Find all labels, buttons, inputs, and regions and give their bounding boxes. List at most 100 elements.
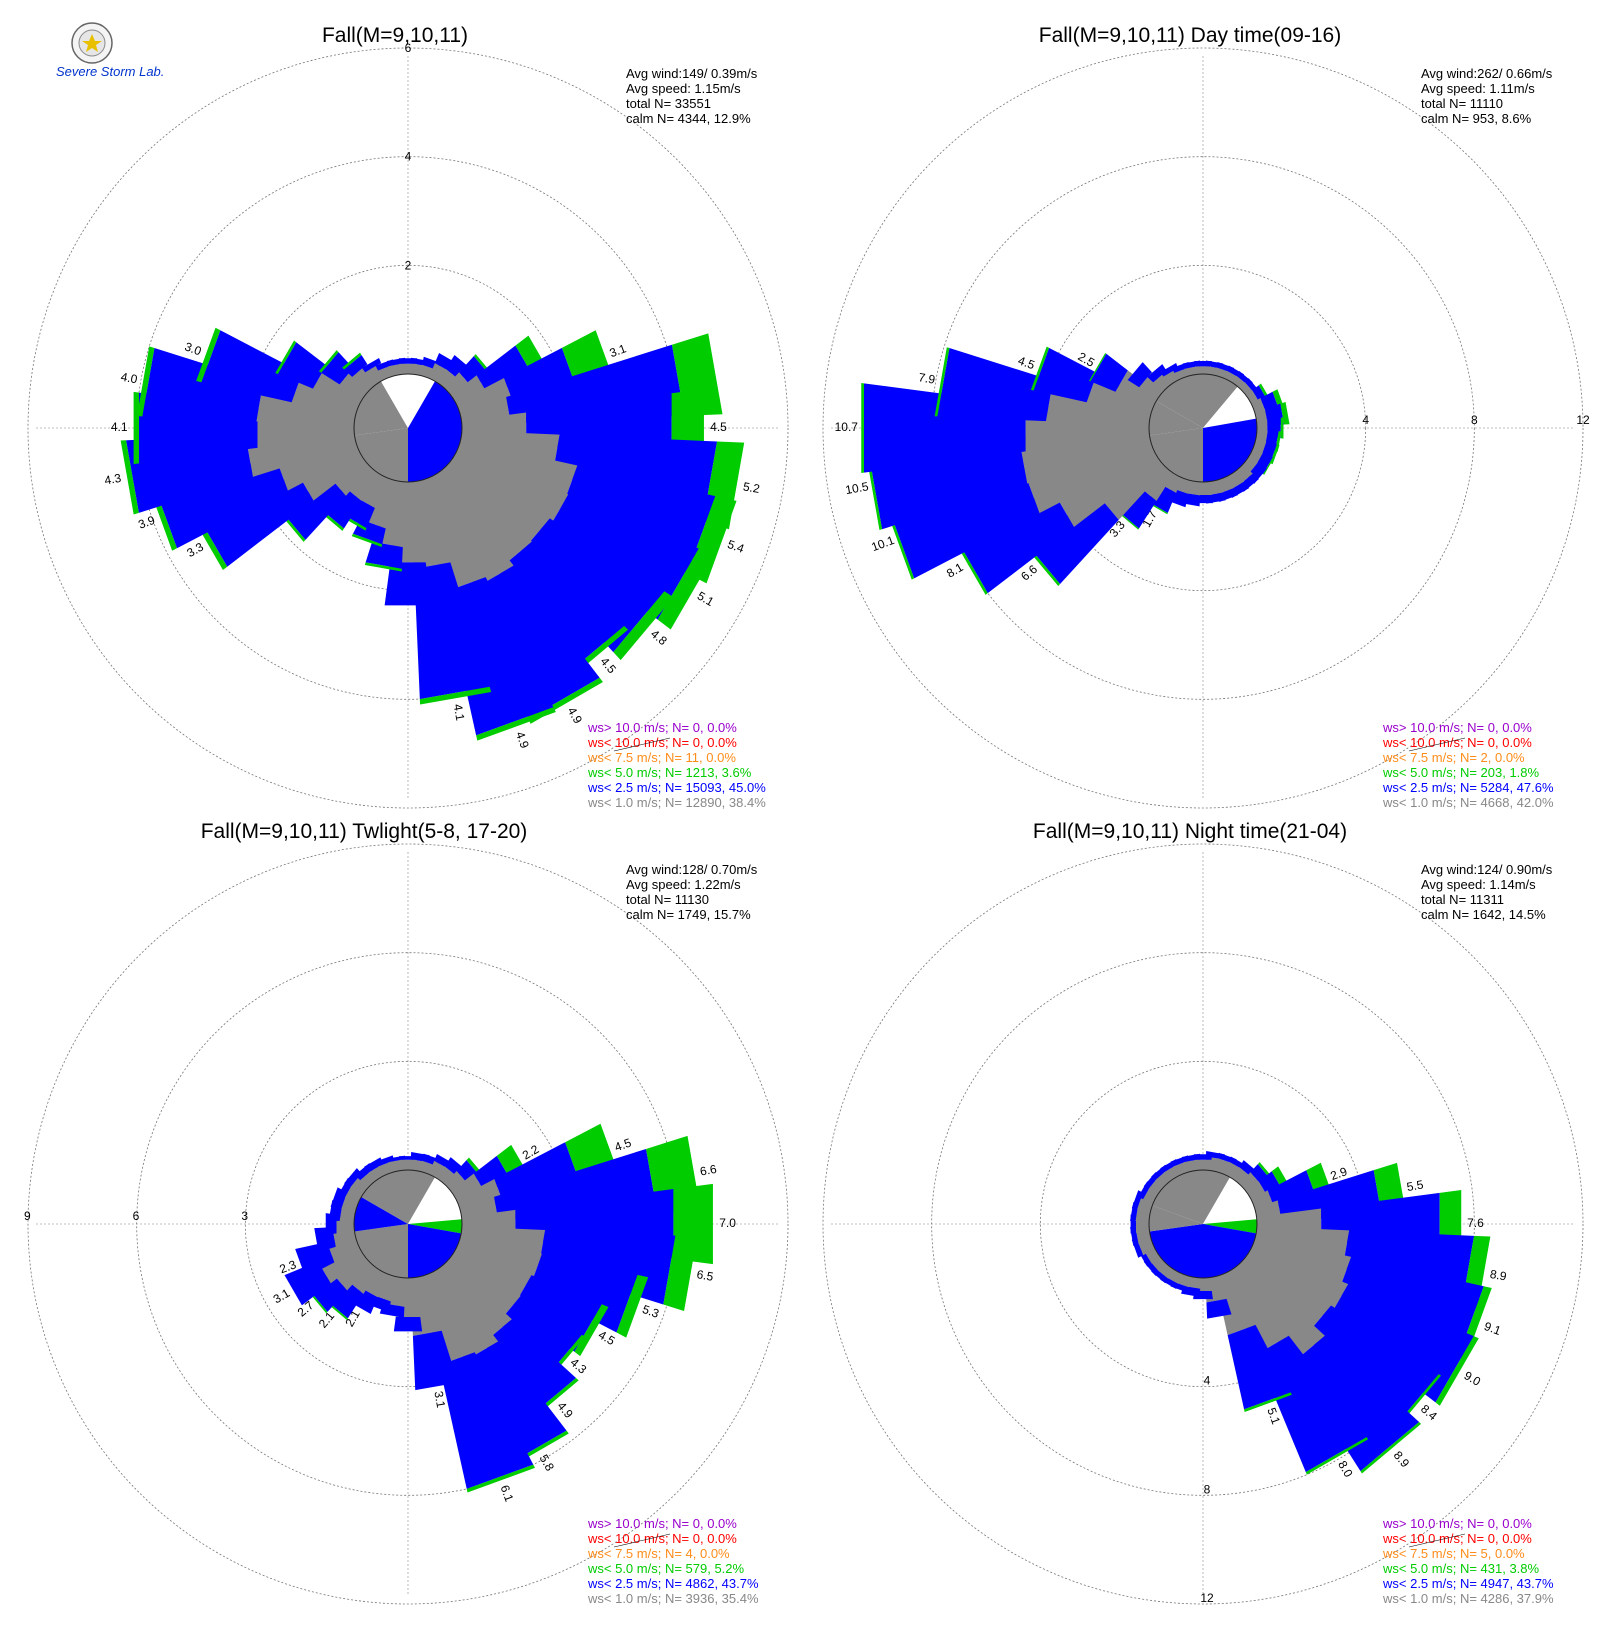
ring-label: 4 xyxy=(405,150,412,164)
bar-segment xyxy=(1263,456,1275,475)
calm-slice xyxy=(1203,418,1257,482)
bar-segment xyxy=(444,1253,521,1323)
calm-circle xyxy=(1148,1169,1258,1279)
bar-segment xyxy=(331,1253,372,1291)
stat-line: Avg wind:128/ 0.70m/s xyxy=(626,862,758,877)
legend-entry: ws< 5.0 m/s; N= 579, 5.2% xyxy=(587,1561,745,1576)
bar-label: 8.4 xyxy=(1418,1402,1440,1424)
bar-segment xyxy=(464,1341,567,1465)
panel-title: Fall(M=9,10,11) Night time(21-04) xyxy=(1033,820,1347,843)
legend-entry: ws> 10.0 m/s; N= 0, 0.0% xyxy=(587,1516,737,1531)
bar-label: 3.1 xyxy=(431,1390,448,1409)
bar-label: 5.5 xyxy=(1406,1177,1425,1194)
calm-slice xyxy=(354,381,408,436)
bar-segment xyxy=(317,1244,366,1284)
wind-rose-panel-1: 2463.14.55.25.45.14.84.54.94.94.13.33.94… xyxy=(27,24,789,810)
range-ring xyxy=(822,47,1584,809)
bar-label: 8.1 xyxy=(944,560,966,581)
bar-segment xyxy=(444,577,554,736)
bar-segment xyxy=(384,562,432,606)
bar-segment xyxy=(142,348,264,422)
bar-segment xyxy=(133,391,139,465)
bar-segment xyxy=(616,1274,649,1338)
bar-segment xyxy=(498,1295,582,1376)
bar-segment xyxy=(414,562,490,700)
legend-entry: ws< 5.0 m/s; N= 431, 3.8% xyxy=(1382,1561,1540,1576)
legend-entry: ws< 2.5 m/s; N= 4862, 43.7% xyxy=(587,1576,759,1591)
bar-segment xyxy=(344,354,368,377)
bar-segment xyxy=(344,464,379,502)
bar-segment xyxy=(352,364,379,392)
bar-segment xyxy=(514,1275,602,1352)
bar-segment xyxy=(437,368,460,392)
stat-line: Avg speed: 1.11m/s xyxy=(1421,81,1535,96)
bar-segment xyxy=(1327,1284,1474,1403)
bar-segment xyxy=(1206,1298,1232,1319)
ring-label: 6 xyxy=(405,41,412,55)
bar-segment xyxy=(613,591,674,661)
bar-segment xyxy=(545,494,699,620)
bar-segment xyxy=(275,340,297,375)
bar-label: 5.4 xyxy=(726,537,747,556)
bar-segment xyxy=(1280,401,1290,425)
bar-segment xyxy=(498,541,625,676)
bar-segment xyxy=(483,1319,577,1417)
bar-segment xyxy=(450,1173,485,1204)
bar-segment xyxy=(1127,362,1152,388)
bar-label: 3.0 xyxy=(183,339,204,358)
bar-segment xyxy=(321,352,354,385)
bar-segment xyxy=(1097,457,1167,520)
bar-segment xyxy=(476,707,556,741)
bar-label: 3.1 xyxy=(608,341,629,360)
calm-slice xyxy=(408,381,463,482)
bar-segment xyxy=(399,1156,417,1160)
bar-label: 2.3 xyxy=(278,1257,299,1276)
ring-label: 6 xyxy=(133,1209,140,1223)
ring-label: 2 xyxy=(405,258,412,272)
bar-segment xyxy=(136,346,155,417)
bar-label: 7.0 xyxy=(719,1216,736,1230)
bar-segment xyxy=(201,330,303,403)
bar-segment xyxy=(1360,1421,1422,1474)
bar-segment xyxy=(1223,1266,1289,1355)
stat-line: Avg speed: 1.14m/s xyxy=(1421,877,1536,892)
calm-slice xyxy=(354,1224,408,1278)
bar-segment xyxy=(1139,372,1167,399)
bar-segment xyxy=(444,457,550,552)
bar-label: 4.8 xyxy=(648,627,670,649)
legend-entry: ws< 10.0 m/s; N= 0, 0.0% xyxy=(1382,735,1532,750)
bar-segment xyxy=(1256,1335,1367,1473)
bar-segment xyxy=(437,464,532,570)
bar-segment xyxy=(1194,360,1212,367)
bar-segment xyxy=(295,1241,335,1278)
legend-entry: ws< 2.5 m/s; N= 5284, 47.6% xyxy=(1382,780,1554,795)
stat-line: Avg wind:149/ 0.39m/s xyxy=(626,66,758,81)
bar-label: 5.2 xyxy=(742,479,761,496)
bar-segment xyxy=(325,1280,364,1319)
calm-slice xyxy=(354,428,408,482)
legend-entry: ws< 1.0 m/s; N= 4286, 37.9% xyxy=(1382,1591,1554,1606)
calm-slice xyxy=(1149,401,1203,436)
ring-label: 8 xyxy=(1471,413,1478,427)
bar-segment xyxy=(1089,352,1107,382)
calm-slice xyxy=(1203,1177,1257,1224)
bar-segment xyxy=(1435,1336,1479,1406)
legend-entry: ws> 10.0 m/s; N= 0, 0.0% xyxy=(1382,720,1532,735)
bar-segment xyxy=(342,352,362,370)
bar-segment xyxy=(1033,347,1098,403)
bar-segment xyxy=(297,448,366,501)
bar-label: 8.0 xyxy=(1335,1458,1356,1480)
bar-label: 5.1 xyxy=(695,589,717,610)
bar-label: 4.3 xyxy=(103,471,122,488)
calm-slice xyxy=(1149,1224,1203,1278)
legend-entry: ws< 10.0 m/s; N= 0, 0.0% xyxy=(587,1531,737,1546)
legend-entry: ws< 7.5 m/s; N= 11, 0.0% xyxy=(587,750,736,765)
stat-line: calm N= 1749, 15.7% xyxy=(626,907,751,922)
bar-label: 6.5 xyxy=(696,1267,715,1284)
bar-segment xyxy=(1030,346,1050,391)
bar-label: 7.6 xyxy=(1467,1216,1484,1230)
legend-entry: ws< 5.0 m/s; N= 1213, 3.6% xyxy=(587,765,752,780)
bar-segment xyxy=(1193,1154,1213,1160)
